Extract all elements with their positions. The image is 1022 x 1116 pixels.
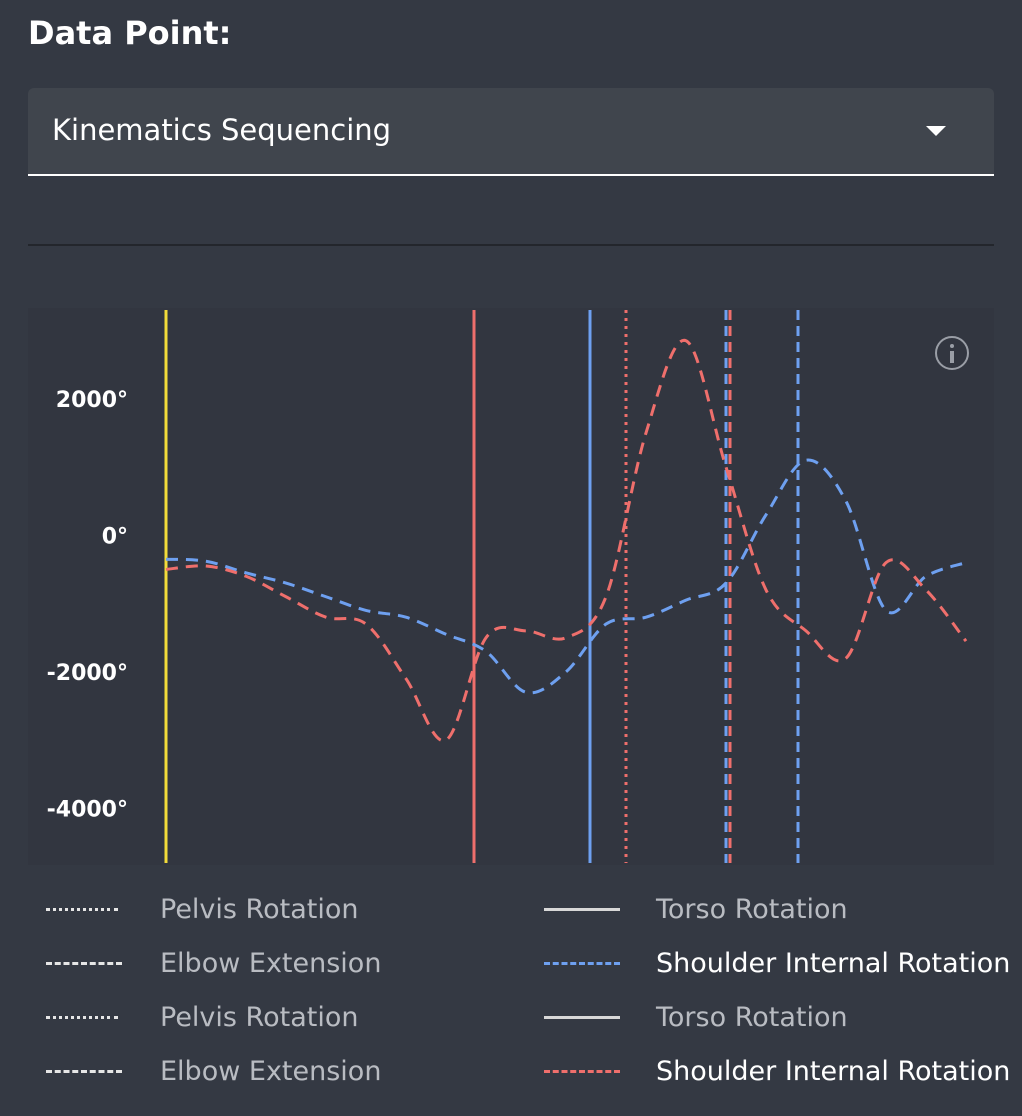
- legend-line-swatch: [46, 1070, 122, 1073]
- select-value: Kinematics Sequencing: [52, 113, 392, 147]
- legend-label: Pelvis Rotation: [160, 894, 359, 925]
- legend-item: Pelvis Rotation: [46, 888, 506, 928]
- y-tick-label: 2000°: [56, 388, 128, 413]
- data-point-label: Data Point:: [28, 14, 232, 52]
- legend-line-swatch: [544, 908, 620, 911]
- chart-legend: Pelvis Rotation Torso Rotation Elbow Exten…: [0, 880, 1022, 1116]
- kinematics-chart: 2000° 0° -2000° -4000°: [28, 308, 994, 865]
- legend-line-swatch: [46, 908, 118, 911]
- series-line-1: [165, 339, 968, 743]
- legend-line-swatch: [46, 1016, 118, 1019]
- divider: [28, 244, 994, 246]
- legend-item: Elbow Extension: [46, 942, 506, 982]
- legend-item: Pelvis Rotation: [46, 996, 506, 1036]
- legend-line-swatch: [46, 962, 122, 965]
- chevron-down-icon[interactable]: [926, 126, 946, 136]
- y-tick-label: 0°: [102, 524, 128, 549]
- legend-label: Torso Rotation: [656, 1002, 848, 1033]
- y-tick-label: -2000°: [47, 661, 128, 686]
- info-icon[interactable]: [935, 336, 969, 370]
- legend-item: Torso Rotation: [544, 888, 1022, 928]
- legend-label: Shoulder Internal Rotation: [656, 1056, 1011, 1087]
- series-line-0: [165, 458, 967, 695]
- plot-background: [28, 308, 994, 865]
- legend-label: Shoulder Internal Rotation: [656, 948, 1011, 979]
- legend-line-swatch: [544, 1070, 620, 1073]
- legend-line-swatch: [544, 1016, 620, 1019]
- legend-label: Elbow Extension: [160, 1056, 382, 1087]
- legend-item: Elbow Extension: [46, 1050, 506, 1090]
- legend-label: Elbow Extension: [160, 948, 382, 979]
- legend-label: Torso Rotation: [656, 894, 848, 925]
- data-point-select[interactable]: Kinematics Sequencing: [28, 88, 994, 176]
- legend-label: Pelvis Rotation: [160, 1002, 359, 1033]
- y-tick-label: -4000°: [47, 797, 128, 822]
- legend-item: Shoulder Internal Rotation: [544, 1050, 1022, 1090]
- legend-item: Shoulder Internal Rotation: [544, 942, 1022, 982]
- legend-line-swatch: [544, 962, 620, 965]
- legend-item: Torso Rotation: [544, 996, 1022, 1036]
